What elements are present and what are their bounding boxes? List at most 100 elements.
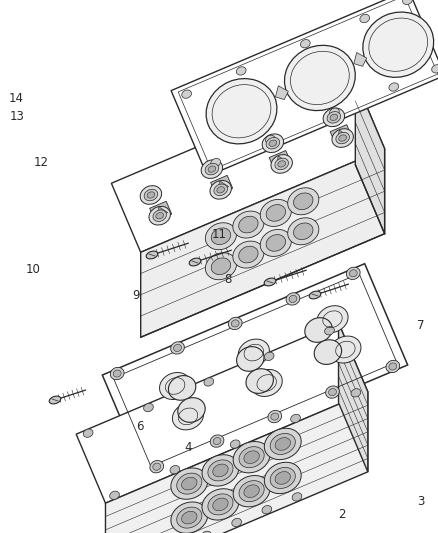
Ellipse shape: [269, 140, 277, 147]
Ellipse shape: [171, 468, 208, 499]
Text: 9: 9: [132, 289, 140, 302]
Ellipse shape: [173, 403, 204, 430]
Text: 14: 14: [9, 92, 24, 105]
Ellipse shape: [233, 475, 270, 507]
Text: 12: 12: [34, 156, 49, 169]
Ellipse shape: [202, 455, 239, 486]
Ellipse shape: [293, 193, 313, 209]
Ellipse shape: [275, 438, 290, 450]
Ellipse shape: [208, 166, 216, 172]
Polygon shape: [150, 201, 172, 221]
Ellipse shape: [182, 477, 197, 490]
Ellipse shape: [251, 369, 282, 397]
Ellipse shape: [403, 0, 412, 5]
Ellipse shape: [270, 467, 295, 488]
Ellipse shape: [266, 138, 280, 149]
Ellipse shape: [171, 342, 184, 354]
Ellipse shape: [270, 433, 295, 455]
Ellipse shape: [244, 451, 259, 464]
Ellipse shape: [208, 494, 233, 515]
Ellipse shape: [244, 485, 259, 497]
Text: 7: 7: [417, 319, 424, 332]
Ellipse shape: [110, 491, 120, 499]
Ellipse shape: [239, 447, 264, 467]
Ellipse shape: [210, 435, 224, 447]
Ellipse shape: [144, 403, 153, 411]
Text: 6: 6: [136, 420, 144, 433]
Ellipse shape: [271, 155, 293, 173]
Ellipse shape: [284, 45, 355, 111]
Ellipse shape: [275, 472, 290, 484]
Ellipse shape: [328, 389, 336, 395]
Ellipse shape: [268, 410, 282, 423]
Ellipse shape: [360, 14, 370, 23]
Ellipse shape: [233, 241, 264, 268]
Ellipse shape: [288, 218, 319, 245]
Ellipse shape: [293, 223, 313, 240]
Ellipse shape: [214, 184, 227, 196]
Ellipse shape: [346, 267, 360, 279]
Ellipse shape: [325, 327, 334, 335]
Polygon shape: [355, 80, 385, 234]
Ellipse shape: [113, 370, 121, 377]
Ellipse shape: [264, 352, 274, 360]
Ellipse shape: [149, 206, 170, 225]
Ellipse shape: [217, 187, 225, 193]
Ellipse shape: [266, 235, 286, 251]
Ellipse shape: [110, 367, 124, 379]
Ellipse shape: [173, 344, 181, 351]
Ellipse shape: [168, 376, 196, 400]
Ellipse shape: [189, 258, 201, 266]
Ellipse shape: [305, 318, 332, 342]
Text: 11: 11: [212, 228, 226, 241]
Ellipse shape: [233, 211, 264, 238]
Ellipse shape: [211, 158, 220, 167]
Polygon shape: [330, 125, 352, 144]
Ellipse shape: [205, 163, 219, 175]
Ellipse shape: [329, 108, 339, 116]
Ellipse shape: [232, 519, 241, 527]
Ellipse shape: [213, 464, 228, 477]
Ellipse shape: [325, 386, 339, 398]
Text: 3: 3: [417, 495, 424, 507]
Ellipse shape: [309, 291, 321, 299]
Ellipse shape: [144, 189, 158, 201]
Ellipse shape: [201, 160, 223, 179]
Ellipse shape: [288, 188, 319, 215]
Ellipse shape: [332, 128, 353, 148]
Ellipse shape: [239, 246, 258, 263]
Ellipse shape: [178, 398, 205, 422]
Ellipse shape: [264, 429, 301, 459]
Ellipse shape: [211, 258, 231, 274]
Ellipse shape: [238, 339, 269, 366]
Ellipse shape: [246, 369, 273, 393]
Ellipse shape: [351, 389, 361, 397]
Polygon shape: [276, 86, 288, 100]
Polygon shape: [111, 80, 385, 252]
Ellipse shape: [159, 373, 191, 400]
Polygon shape: [339, 323, 368, 472]
Ellipse shape: [228, 317, 242, 329]
Ellipse shape: [230, 440, 240, 448]
Ellipse shape: [201, 531, 212, 533]
Ellipse shape: [323, 108, 345, 127]
Ellipse shape: [291, 414, 300, 423]
Ellipse shape: [83, 429, 93, 437]
Ellipse shape: [265, 135, 275, 143]
Ellipse shape: [204, 378, 214, 386]
Ellipse shape: [177, 507, 202, 528]
Ellipse shape: [363, 12, 434, 77]
Polygon shape: [171, 0, 438, 176]
Polygon shape: [157, 207, 168, 217]
Ellipse shape: [260, 199, 291, 227]
Ellipse shape: [239, 481, 264, 502]
Ellipse shape: [239, 216, 258, 233]
Ellipse shape: [330, 114, 338, 120]
Text: 13: 13: [9, 110, 24, 123]
Ellipse shape: [147, 192, 155, 198]
Ellipse shape: [208, 460, 233, 481]
Ellipse shape: [177, 473, 202, 494]
Ellipse shape: [327, 111, 341, 123]
Ellipse shape: [182, 90, 191, 98]
Polygon shape: [211, 175, 233, 195]
